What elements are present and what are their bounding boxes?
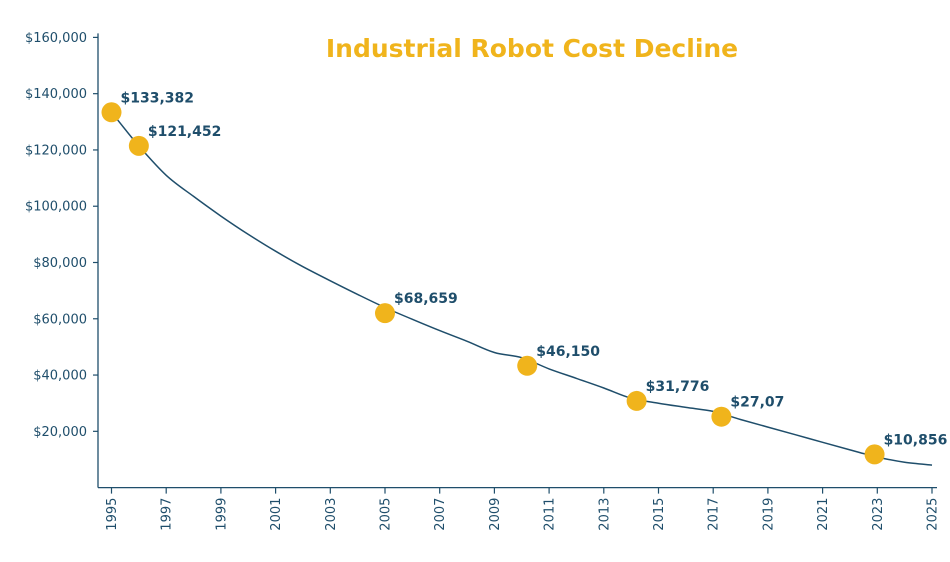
data-point-marker	[711, 406, 732, 427]
data-markers	[101, 102, 885, 465]
cost-line	[110, 111, 933, 466]
y-tick-label: $140,000	[25, 87, 87, 102]
x-tick-label: 1995	[105, 498, 120, 531]
data-point-label: $10,856	[884, 432, 948, 448]
x-tick-label: 2005	[379, 498, 394, 531]
x-tick-label: 2025	[926, 498, 941, 531]
y-tick-label: $160,000	[25, 31, 87, 46]
data-point-marker	[128, 135, 149, 156]
data-point-label: $27,07	[730, 395, 784, 411]
data-point-marker	[864, 444, 885, 465]
x-tick-label: 2007	[433, 498, 448, 531]
data-point-marker	[375, 303, 395, 324]
data-point-marker	[626, 390, 647, 411]
x-tick-label: 1997	[160, 498, 175, 531]
x-tick-label: 2013	[597, 498, 612, 531]
x-axis-ticks: 1995 1997 1999 2001 2003 2005 2007 2009 2011 2013…	[105, 487, 941, 531]
x-tick-label: 2017	[707, 498, 722, 531]
y-tick-label: $20,000	[33, 425, 87, 440]
x-tick-label: 2011	[543, 498, 558, 531]
y-tick-label: $100,000	[25, 200, 87, 215]
x-tick-label: 2019	[761, 498, 776, 531]
axes	[97, 33, 937, 489]
data-point-marker	[101, 102, 122, 123]
data-point-label: $46,150	[536, 344, 600, 360]
series-line	[110, 111, 933, 466]
x-tick-label: 2003	[324, 498, 339, 531]
data-point-label: $31,776	[646, 379, 710, 395]
x-tick-label: 2021	[816, 498, 831, 531]
y-tick-label: $60,000	[33, 312, 87, 327]
y-tick-label: $120,000	[25, 143, 87, 158]
chart-title: Industrial Robot Cost Decline	[326, 34, 738, 63]
y-tick-label: $80,000	[33, 256, 87, 271]
data-point-label: $133,382	[121, 90, 195, 106]
data-point-label: $68,659	[394, 291, 458, 307]
y-tick-label: $40,000	[33, 369, 87, 384]
x-tick-label: 2015	[652, 498, 667, 531]
data-point-marker	[517, 355, 538, 376]
x-tick-label: 2001	[269, 498, 284, 531]
x-tick-label: 2023	[871, 498, 886, 531]
x-tick-label: 2009	[488, 498, 503, 531]
data-labels: $133,382 $121,452 $68,659 $46,150 $31,776 $27…	[121, 90, 948, 448]
data-point-label: $121,452	[148, 124, 222, 140]
x-tick-label: 1999	[214, 498, 229, 531]
y-axis-ticks: $20,000 $40,000 $60,000 $80,000 $100,000 $120…	[25, 31, 98, 440]
